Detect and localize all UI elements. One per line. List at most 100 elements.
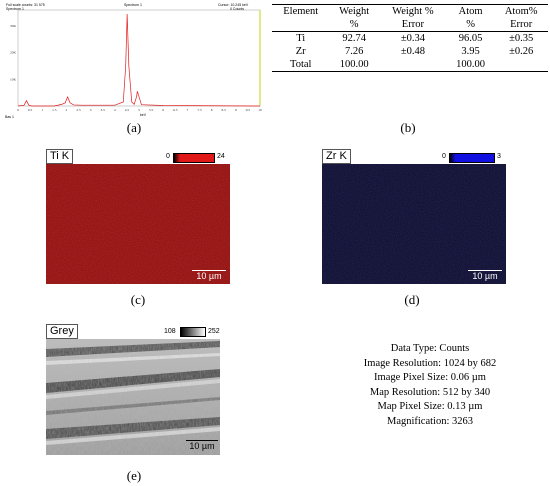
spectrum-header-left-1: Full scale counts: 31 575 [6,3,45,7]
ti-k-map: 10 µm [46,164,230,284]
header-cell: Error [378,18,447,32]
header-cell: Weight [329,4,379,18]
zr-colorbar-max: 3 [497,153,501,160]
grey-sem-image: 10 µm [46,339,220,455]
scale-bar-line [192,270,226,271]
table-cell [494,58,548,72]
header-cell: Element [272,4,330,18]
zr-k-map: 10 µm [322,164,506,284]
x-tick-label: 5 [138,108,140,112]
table-row: Zr 7.26 ±0.48 3.95 ±0.26 [272,45,548,58]
caption-a: (a) [126,120,142,135]
x-tick-label: 9 [235,108,237,112]
grey-scale-bar: 10 µm [186,439,218,451]
y-tick-label: 10K [10,77,17,81]
x-tick-label: 7 [187,108,189,112]
grey-colorbar-max: 252 [208,328,220,335]
grey-colorbar-min: 108 [164,328,176,335]
zr-colorbar [449,153,495,163]
table-cell: Zr [295,46,306,57]
x-tick-label: 3 [90,108,92,112]
table-cell: Ti [296,33,306,44]
table-cell: 7.26 [344,46,364,57]
spectrum-header-left-2: Spectrum 1 [6,7,24,11]
header-cell [272,18,330,32]
grey-label: Grey [46,324,78,339]
info-map-pixel-size: Map Pixel Size: 0.13 µm [377,401,483,412]
table-header-row: % Error % Error [272,18,548,32]
ti-colorbar-max: 24 [217,153,225,160]
spectrum-corner-label: Bas 1 [5,115,14,119]
header-cell: Error [494,18,548,32]
caption-c: (c) [130,292,146,307]
x-tick-label: 1.5 [52,108,57,112]
y-tick-label: 30K [10,24,17,28]
ti-scale-label: 10 µm [196,271,222,281]
grey-colorbar [180,327,206,337]
info-map-resolution: Map Resolution: 512 by 340 [369,386,491,398]
sem-micrograph [46,339,220,455]
table-cell: ±0.34 [400,33,425,44]
zr-scale-bar: 10 µm [468,269,502,281]
ti-k-map-image [46,164,230,284]
ti-colorbar [173,153,215,163]
plot-frame [17,9,261,107]
info-image-resolution: Image Resolution: 1024 by 682 [363,357,497,369]
table-row: Total 100.00 100.00 [272,58,548,72]
table-cell: 100.00 [446,58,495,72]
info-magnification: Magnification: 3263 [386,415,474,427]
scale-bar-line [468,270,502,271]
caption-d: (d) [404,292,420,307]
table-cell: 3.95 [461,46,480,57]
x-tick-label: 7.5 [197,108,202,112]
table-cell: 92.74 [342,33,366,44]
spectrum-header-right-1: Cursor: 10.245 keV [218,3,249,7]
table-cell: Total [272,58,330,72]
caption-e: (e) [126,468,142,483]
grey-scale-label: 10 µm [189,441,215,451]
x-tick-label: 10 [258,108,262,112]
composition-table: Element Weight Weight % Atom Atom% % Err… [272,4,548,72]
zr-k-label: Zr K [322,149,351,164]
x-tick-label: 0 [17,108,19,112]
x-tick-label: 3.5 [101,108,106,112]
header-cell: Atom [446,4,495,18]
ti-colorbar-min: 0 [166,153,170,160]
caption-b: (b) [400,120,416,135]
spectrum-header-right-2: 0 Counts [230,7,244,11]
x-tick-label: 1 [41,108,43,112]
info-image-pixel-size: Image Pixel Size: 0.06 µm [374,372,486,383]
map-info-block: Data Type: Counts Image Resolution: 1024… [330,342,530,429]
zr-k-map-image [322,164,506,284]
x-axis-unit: keV [140,113,147,117]
x-tick-label: 4 [114,108,116,112]
spectrum-series-line [17,13,261,107]
scale-bar-line [186,440,218,441]
y-tick-labels: 30K 20K 10K [10,24,17,81]
x-tick-label: 8 [211,108,213,112]
ti-scale-bar: 10 µm [192,269,226,281]
spectrum-title: Spectrum 1 [124,3,142,7]
table-cell [378,58,447,72]
header-cell: % [446,18,495,32]
header-cell: Weight % [378,4,447,18]
x-tick-label: 4.5 [125,108,130,112]
table-header-row: Element Weight Weight % Atom Atom% [272,4,548,18]
info-data-type: Data Type: Counts [390,343,470,354]
table-cell: 96.05 [458,33,483,44]
x-tick-label: 6 [162,108,164,112]
x-tick-label: 0.5 [28,108,33,112]
x-tick-label: 2.5 [76,108,81,112]
table-row: Ti 92.74 ±0.34 96.05 ±0.35 [272,32,548,46]
header-cell: Atom% [494,4,548,18]
x-tick-label: 6.5 [173,108,178,112]
y-tick-label: 20K [10,51,17,55]
x-tick-label: 2 [66,108,68,112]
zr-scale-label: 10 µm [472,271,498,281]
x-tick-labels: 0 0.5 1 1.5 2 2.5 3 3.5 4 4.5 5 5.5 6 6.5 7 7.5 8 8.5 9 9.5… [17,108,262,112]
table-cell: 100.00 [329,58,379,72]
ti-k-label: Ti K [46,149,74,164]
table-cell: ±0.48 [400,46,425,57]
eds-spectrum-chart: Full scale counts: 31 575 Spectrum 1 Spe… [5,3,262,119]
table-cell: ±0.35 [509,33,534,44]
